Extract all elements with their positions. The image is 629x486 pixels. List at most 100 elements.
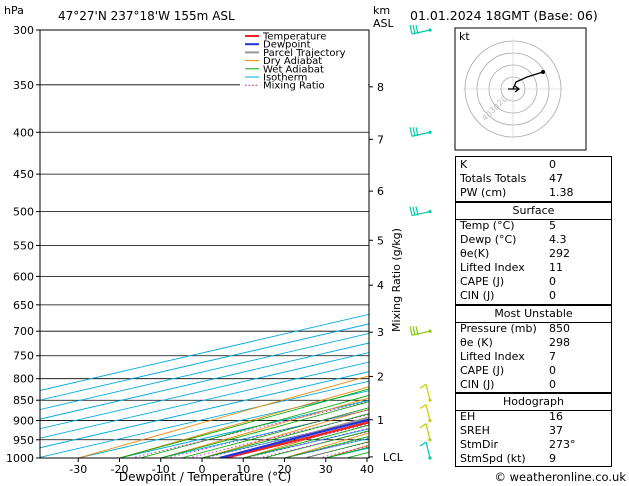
- hodograph-point: [541, 70, 545, 74]
- surface-label: CAPE (J): [460, 275, 505, 288]
- wind-barb-flag: [412, 206, 416, 216]
- wind-barb-flag: [415, 24, 419, 35]
- datetime-title: 01.01.2024 18GMT (Base: 06): [410, 8, 598, 23]
- km-tick-label: 6: [377, 185, 384, 198]
- hodo-label: EH: [460, 410, 476, 423]
- surface-value: 0: [549, 275, 556, 288]
- pressure-tick-label: 750: [13, 350, 34, 363]
- index-label: PW (cm): [460, 186, 507, 199]
- wind-barb-flag: [415, 326, 419, 336]
- isotherm: [40, 352, 369, 430]
- km-tick-label: 5: [377, 234, 384, 247]
- mu-label: CIN (J): [460, 378, 495, 391]
- pressure-tick-label: 300: [13, 24, 34, 37]
- wind-barb-staff: [425, 423, 431, 440]
- pressure-tick-label: 650: [13, 299, 34, 312]
- km-tick-label: 8: [377, 81, 384, 94]
- temp-tick-label: -10: [152, 463, 170, 476]
- wind-barb-flag: [419, 441, 427, 447]
- wet-adiabat: [160, 401, 369, 458]
- pressure-tick-label: 550: [13, 239, 34, 252]
- km-tick-label: LCL: [383, 451, 404, 464]
- x-axis-label: Dewpoint / Temperature (°C): [119, 470, 291, 484]
- hodo-value: 16: [549, 410, 563, 423]
- km-tick-label: 4: [377, 279, 384, 292]
- pressure-tick-label: 500: [13, 206, 34, 219]
- mu-label: CAPE (J): [460, 364, 505, 377]
- wind-barb-flag: [409, 326, 413, 336]
- wind-barb-base: [428, 209, 432, 214]
- most-unstable-panel: Most Unstable Pressure (mb) 850 θe (K) 298…: [455, 305, 612, 393]
- wind-barb-base: [428, 130, 432, 134]
- pressure-tick-label: 450: [13, 168, 34, 181]
- surface-value: 5: [549, 219, 556, 232]
- most-unstable-title: Most Unstable: [494, 307, 573, 320]
- wet-adiabat: [139, 394, 369, 458]
- pressure-tick-label: 700: [13, 325, 34, 338]
- pressure-tick-label: 1000: [6, 452, 34, 465]
- hodograph-table-panel: Hodograph EH 16 SREH 37 StmDir 273° StmSpd …: [455, 393, 612, 467]
- index-value: 1.38: [549, 186, 574, 199]
- temp-tick-label: 20: [278, 463, 292, 476]
- surface-label: Lifted Index: [460, 261, 525, 274]
- wind-barb-flag: [415, 206, 419, 216]
- hodo-value: 273°: [549, 438, 576, 451]
- wind-barb-flag: [419, 404, 427, 410]
- km-tick-label: 1: [377, 414, 384, 427]
- pressure-tick-label: 350: [13, 79, 34, 92]
- legend-label: Parcel Trajectory: [263, 48, 346, 59]
- temp-tick-label: 30: [319, 463, 333, 476]
- index-value: 0: [549, 158, 556, 171]
- index-label: Totals Totals: [460, 172, 527, 185]
- asl-label: ASL: [373, 17, 395, 30]
- wind-barb-base: [428, 438, 432, 442]
- wind-barb-staff: [425, 441, 431, 459]
- temp-tick-label: -30: [69, 463, 87, 476]
- isotherm: [40, 361, 369, 439]
- hodo-value: 37: [549, 424, 563, 437]
- legend-box: [240, 31, 368, 91]
- hodograph-unit: kt: [459, 30, 470, 43]
- isotherm: [40, 380, 369, 458]
- km-tick-label: 2: [377, 370, 384, 383]
- mixing-ratio-axis-label: Mixing Ratio (g/kg): [390, 228, 403, 332]
- mu-value: 850: [549, 322, 570, 335]
- surface-label: Temp (°C): [460, 219, 515, 232]
- wind-barb-flag: [415, 127, 419, 137]
- wet-adiabat: [201, 413, 369, 458]
- pressure-tick-label: 400: [13, 126, 34, 139]
- temp-tick-label: 0: [199, 463, 206, 476]
- wind-barb-base: [428, 456, 432, 460]
- wind-barb-base: [428, 398, 432, 402]
- legend-label: Wet Adiabat: [263, 64, 324, 75]
- hodo-label: StmDir: [460, 438, 499, 451]
- wind-barb-staff: [425, 404, 431, 421]
- dry-adiabat: [119, 386, 369, 458]
- isotherm: [40, 323, 369, 401]
- pressure-tick-label: 900: [13, 415, 34, 428]
- pressure-tick-label: 950: [13, 434, 34, 447]
- surface-value: 292: [549, 247, 570, 260]
- surface-title: Surface: [512, 204, 555, 217]
- wind-barb-flag: [412, 326, 416, 336]
- hodograph-table-title: Hodograph: [503, 395, 564, 408]
- storm-motion-arrow: [508, 85, 521, 93]
- pressure-tick-label: 600: [13, 270, 34, 283]
- km-tick-label: 3: [377, 326, 384, 339]
- mu-value: 7: [549, 350, 556, 363]
- legend-label: Dry Adiabat: [263, 56, 322, 67]
- location-title: 47°27'N 237°18'W 155m ASL: [58, 9, 235, 23]
- temp-tick-label: -20: [111, 463, 129, 476]
- mixing-ratio-line: [131, 400, 369, 458]
- dry-adiabat: [615, 30, 629, 458]
- legend-label: Dewpoint: [263, 40, 311, 51]
- temp-tick-label: 40: [360, 463, 374, 476]
- legend-label: Mixing Ratio: [263, 81, 325, 92]
- hodograph-trace: [512, 71, 544, 90]
- wind-barb-base: [428, 418, 432, 423]
- credit: © weatheronline.co.uk: [494, 470, 626, 484]
- wind-barb-base: [428, 28, 432, 32]
- isotherm: [40, 313, 369, 391]
- isotherm: [40, 371, 369, 449]
